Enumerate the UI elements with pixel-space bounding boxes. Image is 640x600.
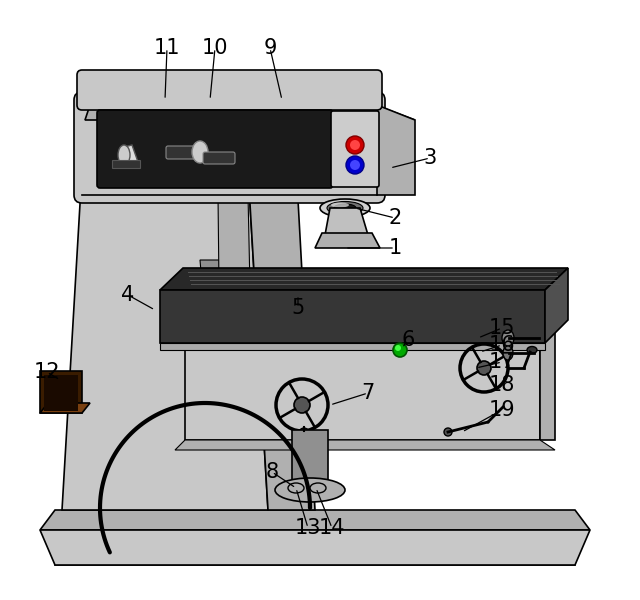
Circle shape bbox=[444, 428, 452, 436]
Ellipse shape bbox=[288, 483, 304, 493]
Text: 14: 14 bbox=[319, 518, 345, 538]
Circle shape bbox=[346, 136, 364, 154]
Text: 11: 11 bbox=[154, 38, 180, 58]
Circle shape bbox=[350, 160, 360, 170]
Circle shape bbox=[393, 343, 407, 357]
Ellipse shape bbox=[310, 483, 326, 493]
FancyBboxPatch shape bbox=[331, 111, 379, 187]
Polygon shape bbox=[62, 170, 268, 510]
Text: 1: 1 bbox=[388, 238, 402, 258]
Ellipse shape bbox=[502, 330, 514, 346]
Circle shape bbox=[346, 156, 364, 174]
Polygon shape bbox=[315, 233, 380, 248]
Polygon shape bbox=[185, 345, 540, 440]
Ellipse shape bbox=[192, 141, 208, 163]
Text: 8: 8 bbox=[266, 462, 278, 482]
Bar bbox=[112, 160, 140, 168]
Text: 15: 15 bbox=[489, 318, 515, 338]
FancyBboxPatch shape bbox=[97, 110, 333, 188]
Circle shape bbox=[477, 361, 491, 375]
FancyBboxPatch shape bbox=[74, 92, 385, 203]
Ellipse shape bbox=[118, 145, 130, 165]
Text: 12: 12 bbox=[34, 362, 60, 382]
Ellipse shape bbox=[503, 346, 513, 360]
Text: 9: 9 bbox=[263, 38, 276, 58]
Text: 6: 6 bbox=[401, 330, 415, 350]
Text: 13: 13 bbox=[295, 518, 321, 538]
Polygon shape bbox=[160, 268, 568, 290]
FancyBboxPatch shape bbox=[77, 70, 382, 110]
Circle shape bbox=[294, 397, 310, 413]
Text: 4: 4 bbox=[122, 285, 134, 305]
Circle shape bbox=[299, 428, 309, 438]
Text: 18: 18 bbox=[489, 375, 515, 395]
Ellipse shape bbox=[331, 202, 349, 208]
Text: 17: 17 bbox=[489, 352, 515, 372]
FancyBboxPatch shape bbox=[44, 375, 78, 411]
Text: 2: 2 bbox=[388, 208, 402, 228]
Text: 5: 5 bbox=[291, 298, 305, 318]
Circle shape bbox=[350, 140, 360, 150]
Text: 3: 3 bbox=[424, 148, 436, 168]
Bar bbox=[292, 430, 328, 490]
Polygon shape bbox=[120, 145, 138, 165]
Polygon shape bbox=[248, 145, 315, 510]
Ellipse shape bbox=[327, 202, 363, 214]
Polygon shape bbox=[545, 268, 568, 343]
Polygon shape bbox=[55, 530, 575, 565]
Polygon shape bbox=[160, 343, 545, 350]
Polygon shape bbox=[200, 260, 260, 380]
Text: 19: 19 bbox=[489, 400, 515, 420]
Polygon shape bbox=[160, 290, 545, 343]
FancyBboxPatch shape bbox=[40, 371, 82, 413]
Text: 16: 16 bbox=[489, 335, 515, 355]
Text: 7: 7 bbox=[362, 383, 374, 403]
Ellipse shape bbox=[320, 199, 370, 217]
Polygon shape bbox=[325, 208, 368, 235]
Polygon shape bbox=[40, 530, 590, 565]
Polygon shape bbox=[175, 440, 555, 450]
Polygon shape bbox=[218, 195, 252, 380]
Polygon shape bbox=[185, 330, 555, 345]
Polygon shape bbox=[377, 105, 415, 195]
Circle shape bbox=[395, 345, 401, 351]
Polygon shape bbox=[85, 105, 415, 120]
Polygon shape bbox=[540, 330, 555, 440]
Polygon shape bbox=[40, 510, 590, 530]
Ellipse shape bbox=[334, 204, 356, 212]
Ellipse shape bbox=[275, 478, 345, 502]
Polygon shape bbox=[40, 403, 90, 413]
Text: 10: 10 bbox=[202, 38, 228, 58]
Ellipse shape bbox=[527, 346, 537, 353]
FancyBboxPatch shape bbox=[203, 152, 235, 164]
FancyBboxPatch shape bbox=[166, 146, 205, 159]
